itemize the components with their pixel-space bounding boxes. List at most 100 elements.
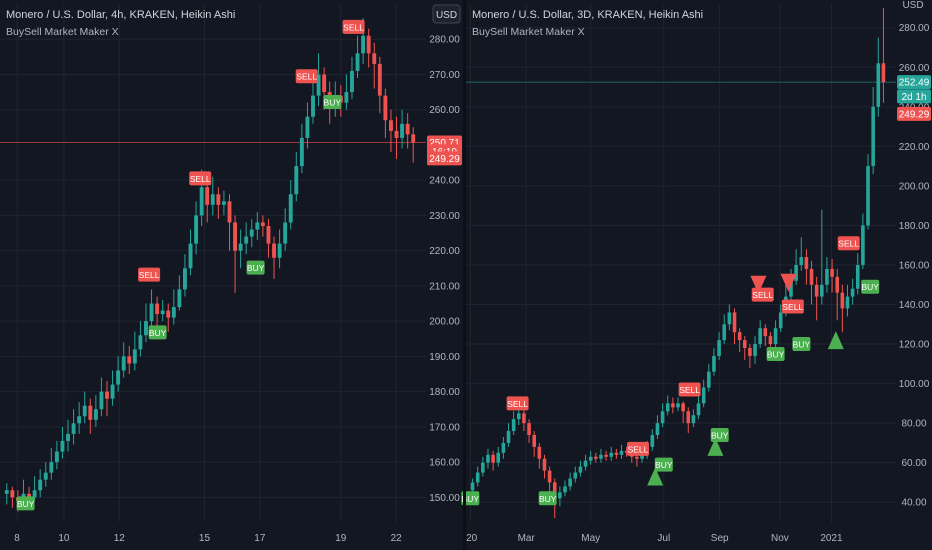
- candle-body: [110, 384, 115, 399]
- panel-divider[interactable]: [463, 0, 466, 550]
- plot-area: 150.00 160.00 170.00 180.00 190.00 200.00 210.…: [0, 4, 460, 544]
- chart-title: Monero / U.S. Dollar, 4h, KRAKEN, Heikin…: [6, 9, 235, 21]
- candle-body: [619, 450, 624, 455]
- candle-body: [77, 416, 82, 424]
- candle-body: [93, 409, 98, 420]
- candle-body: [288, 194, 293, 223]
- sell-signal: SELL: [189, 171, 212, 186]
- candle-body: [820, 284, 824, 297]
- buy-triangle: [827, 331, 844, 350]
- candle-body: [294, 166, 299, 195]
- candle-body: [177, 289, 182, 308]
- sell-triangle: [780, 273, 797, 292]
- candle-body: [773, 328, 778, 345]
- price-label: 249.29: [427, 151, 462, 166]
- signal-label: SELL: [782, 302, 803, 312]
- x-tick-label: 17: [254, 533, 266, 544]
- candle-body: [876, 63, 881, 107]
- candle-body: [753, 344, 757, 356]
- signal-label: SELL: [679, 385, 700, 395]
- candle-body: [249, 229, 254, 237]
- price-label-text: 249.29: [429, 154, 460, 165]
- signal-box: [189, 171, 212, 186]
- candle-body: [244, 236, 249, 244]
- candle-body: [171, 307, 176, 318]
- sell-signal: SELL: [627, 441, 649, 456]
- candle-body: [272, 243, 276, 258]
- signal-box: [148, 325, 167, 340]
- x-tick-label: May: [581, 533, 600, 544]
- y-tick-label: 60.00: [901, 458, 926, 469]
- candle-body: [199, 187, 204, 216]
- signal-box: [751, 287, 774, 302]
- y-tick-label: 190.00: [429, 352, 460, 363]
- candle-body: [681, 403, 685, 412]
- price-label-text: 2d 1h: [901, 92, 926, 103]
- candle-body: [105, 391, 109, 399]
- candle-body: [60, 440, 65, 452]
- candle-body: [238, 243, 243, 251]
- x-tick-label: 19: [335, 533, 347, 544]
- signal-box: [766, 346, 785, 361]
- candle-body: [138, 335, 143, 350]
- candle-body: [578, 466, 583, 473]
- buy-signal: BUY: [792, 337, 810, 352]
- y-tick-label: 180.00: [429, 387, 460, 398]
- y-tick-label: 260.00: [429, 105, 460, 116]
- signal-label: BUY: [247, 263, 265, 273]
- signal-label: SELL: [296, 72, 317, 82]
- y-tick-label: 160.00: [899, 260, 930, 271]
- candle-body: [727, 312, 732, 325]
- y-tick-label: 170.00: [429, 422, 460, 433]
- candle-body: [221, 201, 226, 205]
- candle-body: [655, 423, 660, 436]
- x-tick-label: Mar: [518, 533, 536, 544]
- chart-title: Monero / U.S. Dollar, 3D, KRAKEN, Heikin…: [472, 9, 703, 21]
- candle-body: [871, 106, 875, 167]
- candle-body: [227, 201, 232, 223]
- price-label: 2d 1h: [897, 89, 931, 104]
- sell-signal: SELL: [781, 299, 804, 314]
- signal-box: [627, 441, 649, 456]
- candle-body: [411, 134, 416, 143]
- candle-body: [283, 222, 288, 244]
- signal-label: BUY: [149, 328, 167, 338]
- currency-badge-label[interactable]: USD: [902, 0, 923, 11]
- candle-body: [789, 280, 793, 297]
- price-label-box: [897, 75, 931, 90]
- price-label: 252.49: [897, 75, 931, 90]
- signal-box: [710, 428, 729, 443]
- candle-body: [624, 450, 629, 453]
- candle-body: [394, 130, 399, 138]
- candle-body: [377, 63, 382, 96]
- y-tick-label: 260.00: [899, 63, 930, 74]
- candle-body: [388, 120, 393, 131]
- y-tick-label: 200.00: [429, 317, 460, 328]
- candle-body: [568, 478, 572, 487]
- x-tick-label: 22: [391, 533, 403, 544]
- price-label-box: [897, 106, 931, 121]
- candle-body: [54, 451, 59, 463]
- signal-label: BUY: [462, 494, 480, 504]
- candle-body: [840, 292, 845, 309]
- buy-signal: BUY: [323, 94, 341, 109]
- buy-signal: BUY: [861, 279, 879, 294]
- candle-body: [506, 431, 511, 443]
- candle-body: [194, 215, 199, 244]
- candle-body: [66, 433, 70, 441]
- candle-body: [182, 268, 187, 290]
- candle-body: [614, 452, 619, 455]
- candle-body: [768, 336, 773, 345]
- y-tick-label: 280.00: [899, 23, 930, 34]
- price-label-text: 252.49: [899, 78, 930, 89]
- x-tick-label: Jul: [657, 533, 670, 544]
- candle-body: [355, 53, 360, 71]
- candle-body: [686, 411, 691, 424]
- currency-badge[interactable]: USD: [432, 4, 461, 24]
- y-tick-label: 210.00: [429, 281, 460, 292]
- signal-label: BUY: [711, 431, 729, 441]
- candle-body: [794, 264, 798, 281]
